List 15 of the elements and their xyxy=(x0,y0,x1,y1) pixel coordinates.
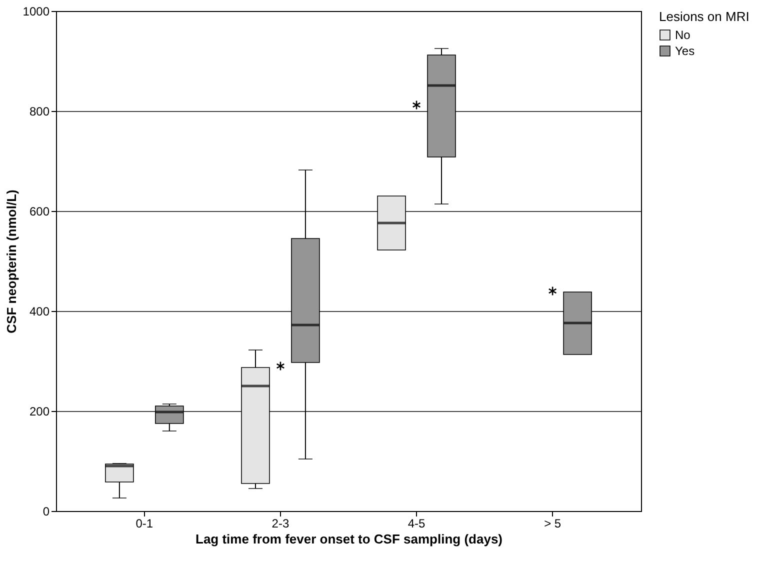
legend-title: Lesions on MRI xyxy=(659,9,750,24)
x-axis-title: Lag time from fever onset to CSF sampling (days) xyxy=(196,532,502,546)
x-tick-label: > 5 xyxy=(544,516,562,530)
y-tick-label: 800 xyxy=(29,104,50,118)
y-tick-label: 0 xyxy=(42,504,50,518)
legend-label: Yes xyxy=(675,44,695,58)
y-tick-label: 200 xyxy=(29,404,50,418)
x-tick-label: 0-1 xyxy=(136,516,154,530)
y-tick-label: 1000 xyxy=(22,4,50,18)
y-tick-label: 600 xyxy=(29,204,50,218)
legend-label: No xyxy=(675,28,691,42)
y-axis-title: CSF neopterin (nmol/L) xyxy=(4,190,19,334)
x-tick-label: 2-3 xyxy=(272,516,290,530)
x-tick-label: 4-5 xyxy=(408,516,426,530)
y-tick-label: 400 xyxy=(29,304,50,318)
